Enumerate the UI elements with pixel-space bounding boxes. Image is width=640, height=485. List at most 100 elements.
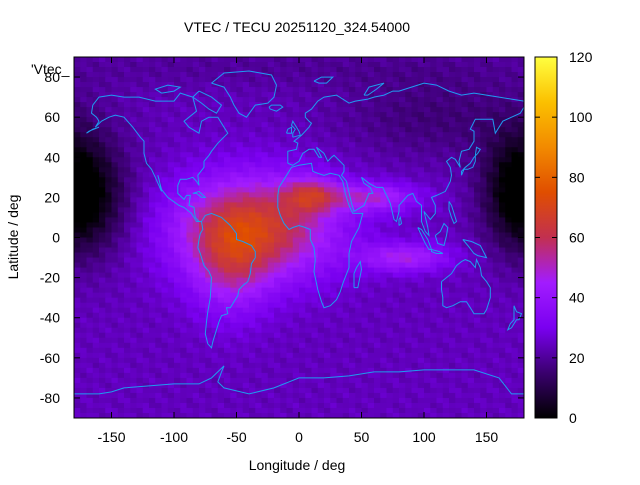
heatmap-cell <box>361 57 369 63</box>
heatmap-cell <box>192 222 200 229</box>
heatmap-cell <box>236 307 244 314</box>
heatmap-cell <box>455 347 463 354</box>
heatmap-cell <box>517 152 524 158</box>
heatmap-cell <box>442 372 450 379</box>
heatmap-cell <box>424 247 431 254</box>
heatmap-cell <box>142 267 150 274</box>
heatmap-cell <box>80 347 88 354</box>
heatmap-cell <box>105 357 113 364</box>
heatmap-cell <box>367 247 375 254</box>
heatmap-cell <box>480 192 488 198</box>
heatmap-cell <box>492 177 500 183</box>
heatmap-cell <box>161 242 169 249</box>
heatmap-cell <box>224 402 231 409</box>
heatmap-cell <box>511 307 519 314</box>
heatmap-cell <box>124 112 131 118</box>
heatmap-cell <box>336 57 344 63</box>
heatmap-cell <box>467 182 475 188</box>
heatmap-cell <box>349 262 356 269</box>
heatmap-cell <box>124 127 131 133</box>
heatmap-cell <box>242 312 250 319</box>
heatmap-cell <box>249 172 256 178</box>
heatmap-cell <box>186 182 194 188</box>
heatmap-cell <box>230 147 238 153</box>
heatmap-cell <box>167 297 175 304</box>
heatmap-cell <box>511 367 519 374</box>
heatmap-cell <box>474 72 481 78</box>
heatmap-cell <box>186 72 194 78</box>
heatmap-cell <box>330 172 338 178</box>
chart-title: VTEC / TECU 20251120_324.54000 <box>184 19 410 35</box>
heatmap-cell <box>142 152 150 158</box>
heatmap-cell <box>80 82 88 88</box>
heatmap-cell <box>467 342 475 349</box>
heatmap-cell <box>105 102 113 108</box>
heatmap-cell <box>361 367 369 374</box>
heatmap-cell <box>236 207 244 214</box>
heatmap-cell <box>361 327 369 334</box>
heatmap-cell <box>92 92 100 98</box>
heatmap-cell <box>336 67 344 73</box>
heatmap-cell <box>274 312 281 319</box>
heatmap-cell <box>217 237 225 244</box>
heatmap-cell <box>161 327 169 334</box>
heatmap-cell <box>274 382 281 389</box>
heatmap-cell <box>174 102 181 108</box>
heatmap-cell <box>267 222 275 229</box>
heatmap-cell <box>461 302 469 309</box>
heatmap-cell <box>455 387 463 394</box>
heatmap-cell <box>80 192 88 198</box>
heatmap-cell <box>249 177 256 183</box>
heatmap-cell <box>505 117 513 123</box>
heatmap-cell <box>324 272 331 279</box>
heatmap-cell <box>349 397 356 404</box>
heatmap-cell <box>299 237 306 244</box>
heatmap-cell <box>417 372 425 379</box>
heatmap-cell <box>292 182 300 188</box>
heatmap-cell <box>486 62 494 68</box>
heatmap-cell <box>436 332 444 339</box>
heatmap-cell <box>124 197 131 203</box>
heatmap-cell <box>417 72 425 78</box>
heatmap-cell <box>142 352 150 359</box>
heatmap-cell <box>230 272 238 279</box>
heatmap-cell <box>417 172 425 178</box>
heatmap-cell <box>130 97 138 103</box>
heatmap-cell <box>255 72 263 78</box>
heatmap-cell <box>274 217 281 224</box>
heatmap-cell <box>461 242 469 249</box>
heatmap-cell <box>517 97 524 103</box>
heatmap-cell <box>280 377 288 384</box>
heatmap-cell <box>124 97 131 103</box>
heatmap-cell <box>242 112 250 118</box>
heatmap-cell <box>442 267 450 274</box>
heatmap-cell <box>499 107 506 113</box>
heatmap-cell <box>105 202 113 209</box>
heatmap-cell <box>199 402 206 409</box>
heatmap-cell <box>274 367 281 374</box>
heatmap-cell <box>99 192 106 198</box>
heatmap-cell <box>267 392 275 399</box>
heatmap-cell <box>511 392 519 399</box>
heatmap-cell <box>461 132 469 138</box>
heatmap-cell <box>280 332 288 339</box>
heatmap-cell <box>392 252 400 259</box>
heatmap-cell <box>292 272 300 279</box>
heatmap-cell <box>411 332 419 339</box>
heatmap-cell <box>111 372 119 379</box>
heatmap-cell <box>249 212 256 219</box>
heatmap-cell <box>186 322 194 329</box>
heatmap-cell <box>405 117 413 123</box>
heatmap-cell <box>317 167 325 173</box>
heatmap-cell <box>399 277 406 284</box>
heatmap-cell <box>286 242 294 249</box>
heatmap-cell <box>474 247 481 254</box>
heatmap-cell <box>92 167 100 173</box>
heatmap-cell <box>174 142 181 148</box>
heatmap-cell <box>399 157 406 163</box>
heatmap-cell <box>142 77 150 83</box>
heatmap-cell <box>74 327 81 334</box>
heatmap-cell <box>224 242 231 249</box>
heatmap-cell <box>267 297 275 304</box>
heatmap-cell <box>86 127 94 133</box>
